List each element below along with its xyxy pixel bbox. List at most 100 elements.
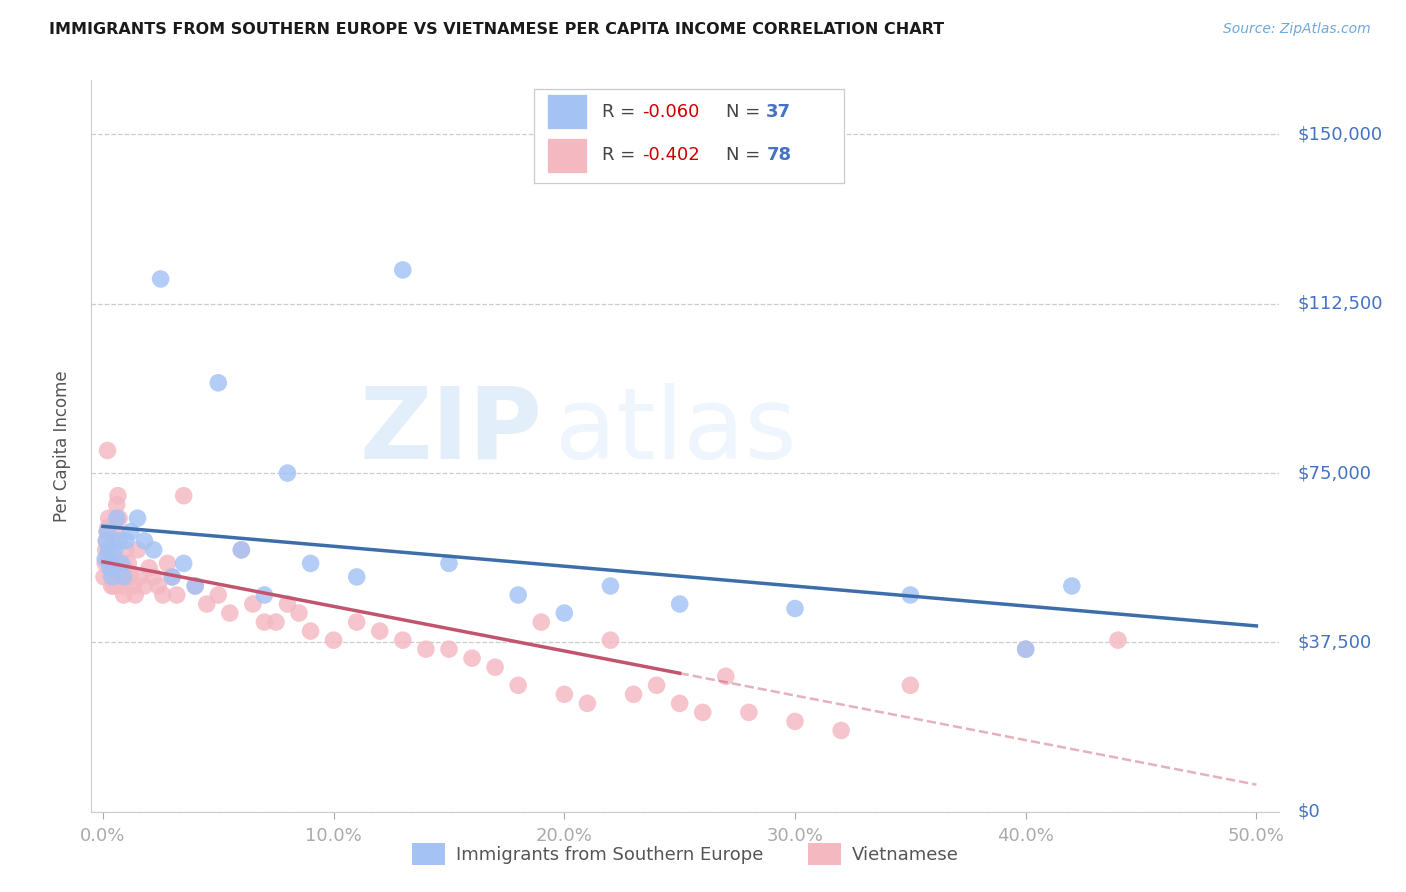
Point xyxy=(184,579,207,593)
Text: $112,500: $112,500 xyxy=(1298,294,1382,313)
Point xyxy=(96,524,118,539)
Point xyxy=(668,697,690,711)
Point xyxy=(1060,579,1083,593)
Point xyxy=(783,601,806,615)
Point xyxy=(160,570,183,584)
Point xyxy=(96,533,118,548)
Point xyxy=(346,570,368,584)
Bar xyxy=(547,138,586,173)
Point xyxy=(156,557,179,571)
Point xyxy=(100,570,122,584)
Point xyxy=(105,511,128,525)
Point xyxy=(94,552,117,566)
Point xyxy=(94,557,117,571)
Point xyxy=(98,542,121,557)
Point xyxy=(392,263,415,277)
Point xyxy=(264,615,287,629)
Point xyxy=(253,588,276,602)
Text: -0.402: -0.402 xyxy=(643,146,700,164)
Point xyxy=(120,524,142,539)
Point xyxy=(783,714,806,729)
Point xyxy=(142,542,165,557)
Point xyxy=(599,633,621,648)
Point xyxy=(101,552,124,566)
Point xyxy=(599,579,621,593)
Point xyxy=(127,542,149,557)
Point xyxy=(231,542,253,557)
Point xyxy=(195,597,218,611)
Point xyxy=(1015,642,1038,657)
Point xyxy=(112,588,135,602)
Point xyxy=(103,552,125,566)
Point xyxy=(97,542,120,557)
Point xyxy=(100,579,122,593)
Text: R =: R = xyxy=(602,103,641,121)
Point xyxy=(103,579,125,593)
Bar xyxy=(547,94,586,129)
Point xyxy=(98,561,121,575)
Point xyxy=(645,678,668,692)
Point xyxy=(128,570,150,584)
Text: $0: $0 xyxy=(1298,803,1320,821)
Point xyxy=(96,524,118,539)
Text: Source: ZipAtlas.com: Source: ZipAtlas.com xyxy=(1223,22,1371,37)
Point xyxy=(122,579,145,593)
Point xyxy=(101,533,124,548)
Point xyxy=(207,588,229,602)
Point xyxy=(115,533,138,548)
Point xyxy=(553,687,575,701)
Text: 78: 78 xyxy=(766,146,792,164)
Point xyxy=(96,533,118,548)
Text: R =: R = xyxy=(602,146,641,164)
Point xyxy=(508,588,530,602)
Point xyxy=(104,524,127,539)
Point xyxy=(107,489,129,503)
Point xyxy=(142,570,165,584)
Point xyxy=(392,633,415,648)
Point xyxy=(368,624,391,639)
Point xyxy=(108,511,131,525)
Point xyxy=(97,520,120,534)
Point xyxy=(898,588,921,602)
Point xyxy=(94,542,117,557)
Text: ZIP: ZIP xyxy=(360,383,543,480)
Point xyxy=(415,642,437,657)
Text: $150,000: $150,000 xyxy=(1298,126,1382,144)
Point xyxy=(461,651,484,665)
Point xyxy=(117,557,139,571)
Point xyxy=(184,579,207,593)
Point xyxy=(110,570,132,584)
Point xyxy=(166,588,188,602)
Point xyxy=(218,606,240,620)
Legend: Immigrants from Southern Europe, Vietnamese: Immigrants from Southern Europe, Vietnam… xyxy=(405,836,966,872)
Point xyxy=(231,542,253,557)
Point xyxy=(1107,633,1129,648)
Point xyxy=(98,561,121,575)
Point xyxy=(299,557,322,571)
Point xyxy=(103,542,125,557)
Point xyxy=(127,511,149,525)
Point xyxy=(553,606,575,620)
Point xyxy=(100,557,122,571)
Point xyxy=(149,272,172,286)
Text: N =: N = xyxy=(725,146,766,164)
Point xyxy=(120,570,142,584)
Point xyxy=(110,557,132,571)
Point xyxy=(437,557,460,571)
Point xyxy=(134,533,156,548)
Point xyxy=(105,498,128,512)
Point xyxy=(276,466,298,480)
Point xyxy=(668,597,690,611)
Text: atlas: atlas xyxy=(555,383,796,480)
Point xyxy=(322,633,344,648)
Point xyxy=(714,669,737,683)
Point xyxy=(115,542,138,557)
Point xyxy=(346,615,368,629)
Text: N =: N = xyxy=(725,103,766,121)
Y-axis label: Per Capita Income: Per Capita Income xyxy=(52,370,70,522)
Point xyxy=(110,557,132,571)
Text: -0.060: -0.060 xyxy=(643,103,700,121)
Point xyxy=(898,678,921,692)
Point xyxy=(160,570,183,584)
Point xyxy=(437,642,460,657)
